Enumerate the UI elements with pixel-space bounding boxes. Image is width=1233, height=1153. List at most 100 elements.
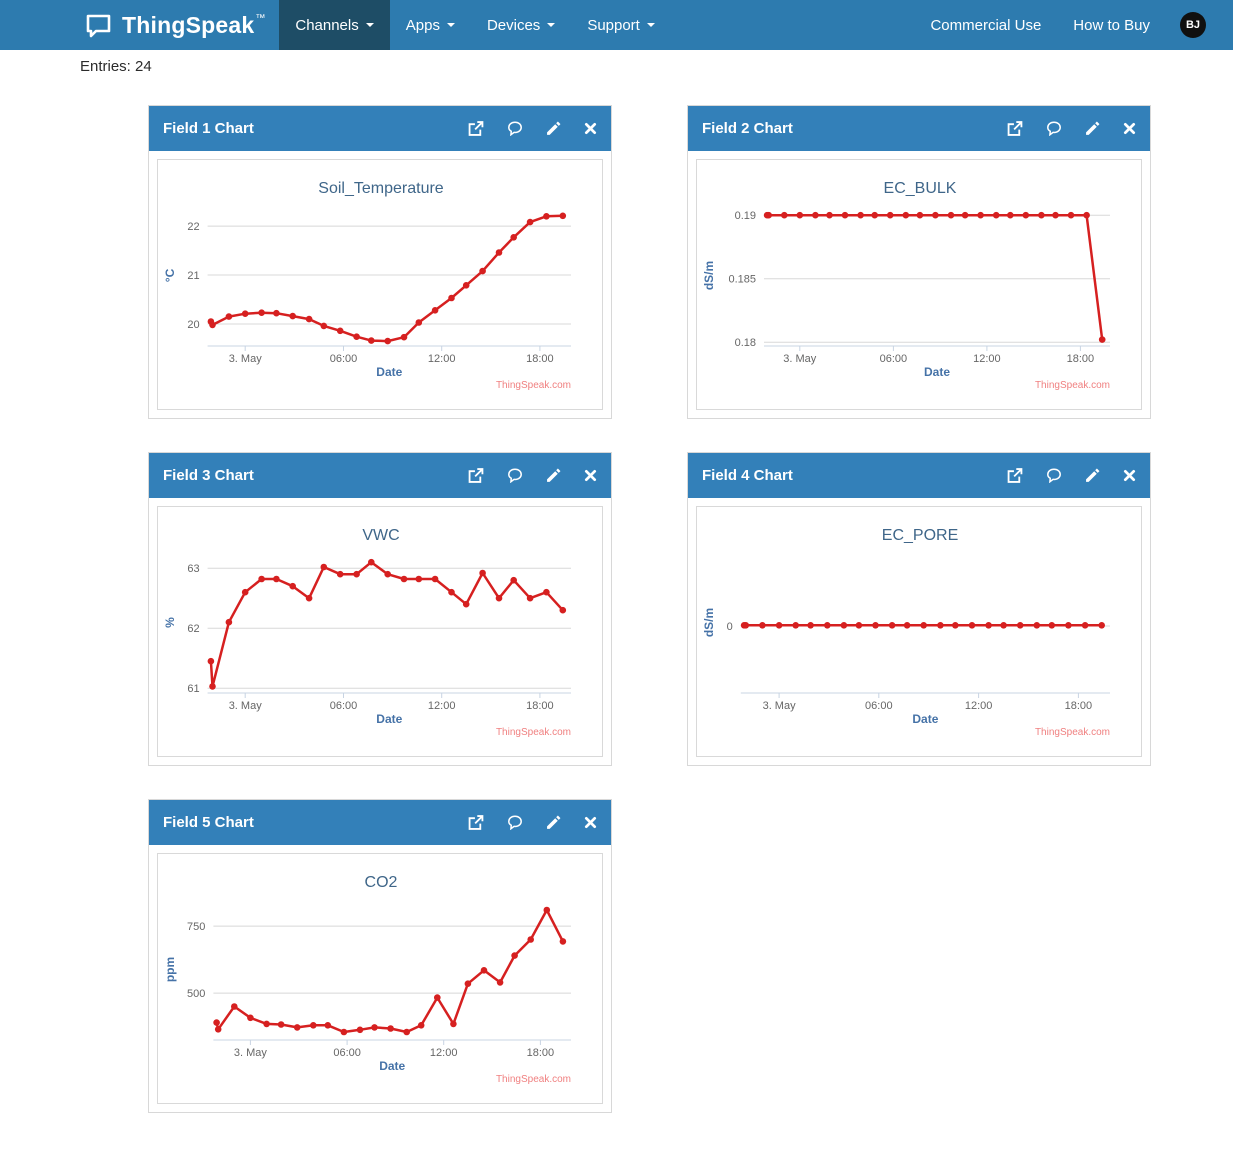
data-point bbox=[1067, 211, 1075, 219]
x-tick-label: 18:00 bbox=[526, 700, 554, 712]
panel-body: EC_BULK 0.18 0.185 0.19 3. May 06:00 12:00 18:0… bbox=[688, 151, 1150, 418]
data-point bbox=[387, 1025, 394, 1032]
panel-title: Field 5 Chart bbox=[163, 814, 254, 831]
nav-item-support[interactable]: Support bbox=[571, 0, 671, 50]
edit-pencil-icon[interactable] bbox=[546, 468, 561, 483]
x-tick-label: 06:00 bbox=[880, 353, 908, 365]
credits-link[interactable]: ThingSpeak.com bbox=[496, 727, 571, 738]
nav-link-commercial-use[interactable]: Commercial Use bbox=[930, 16, 1042, 34]
navbar: ThingSpeak ™ Channels Apps Devices Support … bbox=[0, 0, 1233, 50]
data-line bbox=[209, 214, 565, 343]
data-point bbox=[353, 570, 360, 578]
comment-icon[interactable] bbox=[507, 121, 523, 136]
comment-icon[interactable] bbox=[1046, 121, 1062, 136]
nav-item-label: Support bbox=[587, 16, 640, 34]
data-point bbox=[479, 569, 486, 577]
external-link-icon[interactable] bbox=[468, 815, 484, 830]
data-point bbox=[932, 211, 939, 219]
caret-down-icon bbox=[547, 23, 556, 27]
data-point bbox=[336, 327, 344, 335]
y-tick-label: 20 bbox=[187, 319, 199, 331]
data-point bbox=[263, 1020, 270, 1028]
data-point bbox=[450, 1020, 457, 1028]
nav-item-label: Devices bbox=[486, 16, 541, 34]
data-point bbox=[305, 315, 313, 323]
x-tick-label: 12:00 bbox=[965, 700, 993, 712]
panel-body: VWC 61 62 63 3. May 06:00 12:00 18:00% Date Thing… bbox=[149, 498, 611, 765]
chart-title: EC_BULK bbox=[884, 180, 957, 197]
charts-grid: Field 1 Chart bbox=[148, 105, 1233, 1113]
data-point bbox=[968, 622, 976, 629]
data-line bbox=[209, 560, 565, 688]
data-point bbox=[792, 622, 799, 629]
y-tick-label: 0.19 bbox=[735, 210, 756, 222]
data-point bbox=[305, 594, 313, 602]
avatar[interactable]: BJ bbox=[1180, 12, 1206, 38]
data-point bbox=[209, 321, 216, 329]
data-point bbox=[1052, 211, 1059, 219]
y-tick-label: 62 bbox=[187, 623, 199, 635]
x-tick-label: 12:00 bbox=[973, 353, 1001, 365]
data-point bbox=[742, 622, 750, 629]
x-axis-title: Date bbox=[379, 1059, 405, 1073]
data-point bbox=[415, 319, 423, 326]
nav-item-apps[interactable]: Apps bbox=[390, 0, 471, 50]
data-point bbox=[241, 588, 249, 596]
close-icon[interactable] bbox=[584, 122, 597, 135]
x-tick-label: 3. May bbox=[234, 1047, 268, 1059]
data-point bbox=[759, 622, 766, 629]
data-point bbox=[225, 313, 233, 320]
close-icon[interactable] bbox=[584, 469, 597, 482]
edit-pencil-icon[interactable] bbox=[1085, 121, 1100, 136]
data-point bbox=[937, 622, 944, 629]
edit-pencil-icon[interactable] bbox=[546, 815, 561, 830]
data-point bbox=[510, 234, 517, 241]
data-point bbox=[511, 952, 518, 959]
brand-logo[interactable]: ThingSpeak ™ bbox=[85, 0, 265, 50]
edit-pencil-icon[interactable] bbox=[546, 121, 561, 136]
data-line bbox=[765, 213, 1104, 341]
comment-icon[interactable] bbox=[507, 815, 523, 830]
data-point bbox=[310, 1022, 317, 1029]
data-point bbox=[258, 309, 265, 316]
credits-link[interactable]: ThingSpeak.com bbox=[496, 1074, 571, 1085]
external-link-icon[interactable] bbox=[1007, 468, 1023, 483]
credits-link[interactable]: ThingSpeak.com bbox=[496, 380, 571, 391]
close-icon[interactable] bbox=[584, 816, 597, 829]
panel-header: Field 2 Chart bbox=[688, 106, 1150, 151]
panel-body: Soil_Temperature 20 21 22 3. May 06:00 12:00 18… bbox=[149, 151, 611, 418]
chart: Soil_Temperature 20 21 22 3. May 06:00 12:00 18… bbox=[157, 159, 603, 410]
comment-icon[interactable] bbox=[507, 468, 523, 483]
data-point bbox=[368, 337, 375, 344]
data-point bbox=[902, 211, 910, 219]
data-point bbox=[371, 1024, 378, 1031]
y-axis-title: dS/m bbox=[702, 261, 716, 290]
external-link-icon[interactable] bbox=[1007, 121, 1023, 136]
data-point bbox=[526, 594, 534, 602]
panel-header: Field 5 Chart bbox=[149, 800, 611, 845]
close-icon[interactable] bbox=[1123, 469, 1136, 482]
x-axis-title: Date bbox=[912, 712, 938, 726]
data-point bbox=[888, 622, 896, 629]
data-point bbox=[1007, 211, 1014, 219]
x-tick-label: 12:00 bbox=[428, 700, 456, 712]
edit-pencil-icon[interactable] bbox=[1085, 468, 1100, 483]
comment-icon[interactable] bbox=[1046, 468, 1062, 483]
data-point bbox=[400, 575, 408, 583]
data-point bbox=[527, 936, 534, 943]
nav-item-channels[interactable]: Channels bbox=[279, 0, 390, 50]
data-point bbox=[417, 1022, 425, 1029]
data-point bbox=[431, 575, 439, 583]
nav-item-label: Apps bbox=[405, 16, 440, 34]
panel-header: Field 4 Chart bbox=[688, 453, 1150, 498]
nav-link-how-to-buy[interactable]: How to Buy bbox=[1073, 16, 1150, 34]
external-link-icon[interactable] bbox=[468, 121, 484, 136]
nav-menu: Channels Apps Devices Support bbox=[279, 0, 671, 50]
external-link-icon[interactable] bbox=[468, 468, 484, 483]
nav-item-devices[interactable]: Devices bbox=[471, 0, 571, 50]
y-tick-label: 61 bbox=[187, 683, 199, 695]
close-icon[interactable] bbox=[1123, 122, 1136, 135]
nav-spacer bbox=[671, 0, 915, 50]
credits-link[interactable]: ThingSpeak.com bbox=[1035, 380, 1110, 391]
credits-link[interactable]: ThingSpeak.com bbox=[1035, 727, 1110, 738]
